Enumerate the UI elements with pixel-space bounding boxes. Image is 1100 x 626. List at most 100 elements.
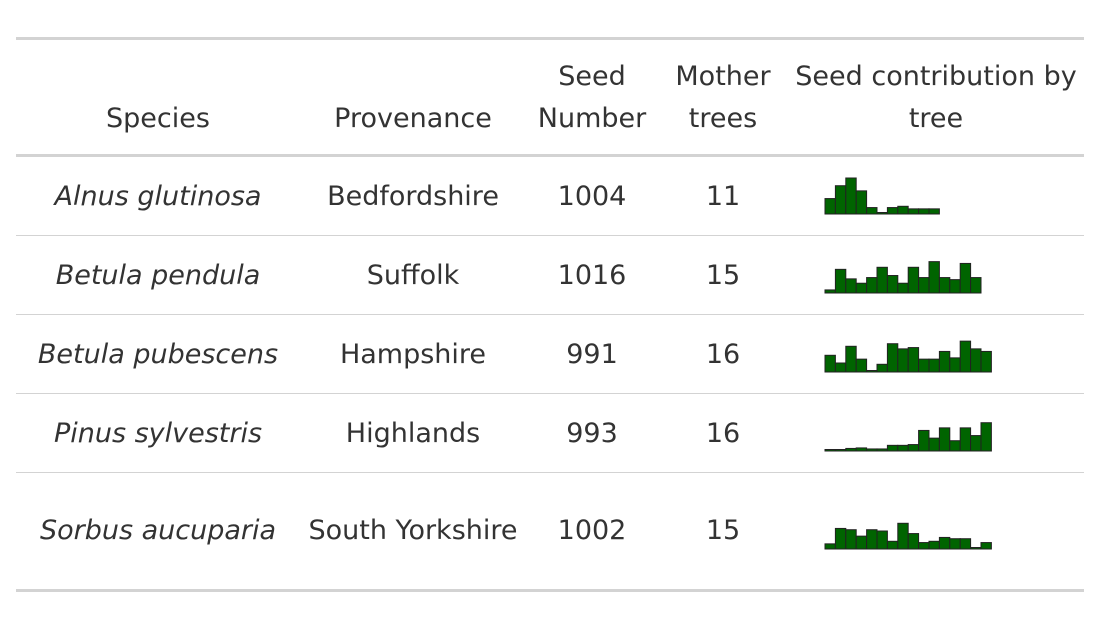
sparkline-bar	[824, 543, 836, 550]
seed-table: Species Provenance Seed Number Mother tr…	[16, 37, 1084, 592]
sparkline-bar	[918, 277, 930, 294]
cell-provenance: Hampshire	[300, 314, 526, 394]
sparkline-bar	[866, 369, 878, 373]
sparkline-bar	[897, 522, 909, 550]
cell-seed-number: 1016	[526, 235, 658, 315]
sparkline-bar	[886, 444, 899, 452]
cell-provenance: South Yorkshire	[308, 515, 518, 546]
sparkline-bar	[866, 277, 878, 294]
header-seed-number: Seed Number	[526, 38, 658, 157]
sparkline-bar	[938, 427, 951, 452]
sparkline-bar	[970, 435, 982, 452]
header-seed-contribution: Seed contribution by tree	[788, 38, 1084, 157]
sparkline-bar	[907, 266, 920, 294]
sparkline-bar	[949, 357, 961, 373]
sparkline-bar	[959, 262, 972, 294]
header-species: Species	[16, 38, 300, 157]
sparkline-bar	[897, 444, 909, 452]
sparkline-bar	[834, 362, 847, 373]
sparkline-chart	[824, 340, 992, 373]
cell-seed-contribution	[788, 314, 1084, 394]
sparkline-bar	[928, 358, 940, 373]
sparkline-bar	[876, 266, 888, 294]
sparkline-bar	[834, 185, 847, 215]
sparkline-bar	[928, 437, 940, 452]
sparkline-bar	[834, 448, 847, 452]
sparkline-bar	[938, 536, 951, 550]
sparkline-bar	[959, 538, 972, 550]
cell-seed-contribution	[788, 393, 1084, 473]
sparkline-chart	[824, 422, 992, 452]
sparkline-bar	[834, 268, 847, 294]
sparkline-bar	[897, 205, 909, 215]
cell-species: Betula pubescens	[16, 314, 300, 394]
sparkline-bar	[959, 340, 972, 373]
cell-species: Betula pendula	[16, 235, 300, 315]
sparkline-bar	[907, 347, 920, 373]
table-row: Alnus glutinosa Bedfordshire 1004 11	[16, 155, 1084, 236]
sparkline-bar	[855, 447, 868, 452]
sparkline-bar	[980, 350, 992, 373]
cell-species: Alnus glutinosa	[16, 155, 300, 236]
sparkline-bar	[928, 261, 940, 294]
cell-species: Sorbus aucuparia	[39, 515, 277, 546]
sparkline-bar	[845, 447, 857, 452]
cell-mother-trees: 16	[658, 314, 788, 394]
table-row: Sorbus aucuparia South Yorkshire 1002 15	[16, 473, 1084, 591]
sparkline-bar	[959, 427, 972, 452]
cell-mother-trees: 16	[658, 393, 788, 473]
sparkline-bar	[845, 177, 857, 215]
sparkline-bar	[834, 527, 847, 550]
cell-seed-contribution	[788, 473, 1084, 591]
sparkline-bar	[876, 530, 888, 550]
cell-seed-number: 1004	[526, 155, 658, 236]
sparkline-bar	[886, 540, 899, 550]
sparkline-bar	[824, 198, 836, 215]
header-mother-trees: Mother trees	[658, 38, 788, 157]
sparkline-chart	[824, 261, 982, 294]
sparkline-bar	[876, 211, 888, 215]
sparkline-bar	[876, 363, 888, 373]
cell-seed-number: 1002	[557, 515, 627, 546]
sparkline-bar	[949, 279, 961, 294]
sparkline-chart	[824, 177, 940, 215]
cell-seed-number: 993	[526, 393, 658, 473]
cell-mother-trees: 15	[705, 515, 741, 546]
cell-mother-trees: 11	[658, 155, 788, 236]
cell-provenance: Bedfordshire	[300, 155, 526, 236]
sparkline-bar	[970, 348, 982, 373]
sparkline-bar	[918, 542, 930, 550]
sparkline-bar	[949, 440, 961, 452]
table-row: Betula pendula Suffolk 1016 15	[16, 235, 1084, 315]
sparkline-bar	[938, 350, 951, 373]
sparkline-bar	[886, 207, 899, 215]
sparkline-bar	[907, 208, 920, 215]
sparkline-bar	[897, 282, 909, 294]
table-row: Pinus sylvestris Highlands 993 16	[16, 393, 1084, 473]
sparkline-bar	[866, 529, 878, 550]
sparkline-bar	[970, 546, 982, 550]
sparkline-bar	[824, 289, 836, 294]
sparkline-chart	[824, 522, 992, 550]
sparkline-bar	[938, 277, 951, 294]
sparkline-bar	[866, 448, 878, 452]
sparkline-bar	[845, 278, 857, 294]
sparkline-bar	[824, 448, 836, 452]
sparkline-bar	[907, 533, 920, 550]
cell-seed-contribution	[788, 155, 1084, 236]
cell-provenance: Suffolk	[300, 235, 526, 315]
sparkline-bar	[824, 354, 836, 373]
table-body: Alnus glutinosa Bedfordshire 1004 11 Bet…	[16, 155, 1084, 591]
cell-mother-trees: 15	[658, 235, 788, 315]
sparkline-bar	[907, 444, 920, 452]
header-row: Species Provenance Seed Number Mother tr…	[16, 38, 1084, 157]
sparkline-bar	[845, 529, 857, 550]
sparkline-bar	[980, 542, 992, 550]
sparkline-bar	[855, 358, 868, 373]
sparkline-bar	[855, 282, 868, 294]
sparkline-bar	[886, 275, 899, 294]
table-header: Species Provenance Seed Number Mother tr…	[16, 38, 1084, 157]
sparkline-bar	[970, 277, 982, 294]
sparkline-bar	[855, 190, 868, 215]
header-provenance: Provenance	[300, 38, 526, 157]
